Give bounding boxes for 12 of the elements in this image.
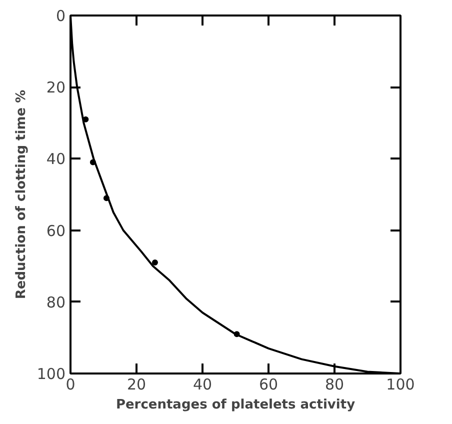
- x-tick-label: 40: [192, 376, 212, 394]
- x-tick-label: 60: [258, 376, 278, 394]
- x-tick-label: 100: [386, 376, 415, 394]
- y-tick-label: 80: [46, 293, 66, 312]
- y-tick-label: 0: [56, 7, 66, 25]
- x-axis-title: Percentages of platelets activity: [116, 398, 356, 412]
- x-tick-label: 80: [324, 376, 344, 394]
- y-tick-label: 60: [46, 222, 66, 240]
- x-tick-label: 20: [126, 376, 146, 394]
- y-tick-label: 20: [46, 78, 66, 97]
- y-axis-title: Reduction of clotting time %: [14, 90, 29, 300]
- y-tick-label: 40: [46, 150, 66, 168]
